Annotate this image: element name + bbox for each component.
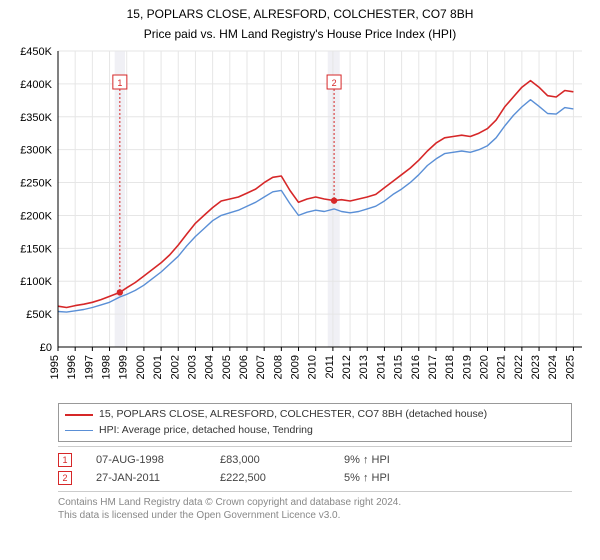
svg-text:2004: 2004 — [204, 355, 216, 379]
svg-text:£300K: £300K — [20, 144, 52, 156]
event-marker: 1 — [58, 453, 72, 467]
event-row: 2 27-JAN-2011 £222,500 5% ↑ HPI — [58, 469, 572, 487]
svg-text:2011: 2011 — [324, 355, 336, 379]
svg-text:1998: 1998 — [101, 355, 113, 379]
legend-item: HPI: Average price, detached house, Tend… — [65, 423, 565, 439]
svg-text:1995: 1995 — [49, 355, 61, 379]
svg-text:2013: 2013 — [358, 355, 370, 379]
page-subtitle: Price paid vs. HM Land Registry's House … — [10, 27, 590, 41]
svg-text:2002: 2002 — [169, 355, 181, 379]
event-price: £222,500 — [220, 472, 320, 484]
svg-text:£0: £0 — [40, 342, 52, 354]
svg-text:£400K: £400K — [20, 79, 52, 91]
svg-text:£50K: £50K — [26, 309, 52, 321]
legend-swatch — [65, 430, 93, 431]
price-chart: £0 £50K £100K £150K £200K £250K £300K £350K £400… — [10, 47, 590, 397]
svg-text:2025: 2025 — [564, 355, 576, 379]
svg-text:2007: 2007 — [255, 355, 267, 379]
event-marker: 2 — [58, 471, 72, 485]
legend-label: 15, POPLARS CLOSE, ALRESFORD, COLCHESTER… — [99, 407, 487, 423]
svg-text:2014: 2014 — [375, 355, 387, 379]
event-date: 07-AUG-1998 — [96, 454, 196, 466]
chart-canvas: £0 £50K £100K £150K £200K £250K £300K £350K £400… — [10, 47, 590, 397]
legend-label: HPI: Average price, detached house, Tend… — [99, 423, 313, 439]
svg-text:2016: 2016 — [410, 355, 422, 379]
svg-text:1996: 1996 — [66, 355, 78, 379]
svg-text:2020: 2020 — [479, 355, 491, 379]
svg-text:2012: 2012 — [341, 355, 353, 379]
svg-text:2006: 2006 — [238, 355, 250, 379]
event-delta: 9% ↑ HPI — [344, 454, 444, 466]
svg-text:2005: 2005 — [221, 355, 233, 379]
svg-text:2019: 2019 — [461, 355, 473, 379]
svg-text:2: 2 — [332, 78, 337, 88]
svg-text:2001: 2001 — [152, 355, 164, 379]
svg-text:£250K: £250K — [20, 177, 52, 189]
footer-attribution: Contains HM Land Registry data © Crown c… — [58, 496, 572, 522]
svg-text:2024: 2024 — [547, 355, 559, 379]
svg-text:2015: 2015 — [393, 355, 405, 379]
svg-text:2018: 2018 — [444, 355, 456, 379]
events-table: 1 07-AUG-1998 £83,000 9% ↑ HPI 2 27-JAN-2011 £… — [58, 446, 572, 492]
svg-text:2010: 2010 — [307, 355, 319, 379]
svg-text:1999: 1999 — [118, 355, 130, 379]
svg-text:£200K: £200K — [20, 210, 52, 222]
svg-text:1997: 1997 — [83, 355, 95, 379]
svg-text:2003: 2003 — [186, 355, 198, 379]
event-date: 27-JAN-2011 — [96, 472, 196, 484]
footer-line-2: This data is licensed under the Open Gov… — [58, 509, 572, 522]
svg-text:2000: 2000 — [135, 355, 147, 379]
legend-item: 15, POPLARS CLOSE, ALRESFORD, COLCHESTER… — [65, 407, 565, 423]
page-title: 15, POPLARS CLOSE, ALRESFORD, COLCHESTER… — [10, 6, 590, 23]
svg-text:1: 1 — [117, 78, 122, 88]
svg-text:2017: 2017 — [427, 355, 439, 379]
event-row: 1 07-AUG-1998 £83,000 9% ↑ HPI — [58, 451, 572, 469]
svg-text:£150K: £150K — [20, 243, 52, 255]
svg-text:£450K: £450K — [20, 47, 52, 58]
svg-text:£100K: £100K — [20, 276, 52, 288]
event-delta: 5% ↑ HPI — [344, 472, 444, 484]
legend-swatch — [65, 414, 93, 416]
legend: 15, POPLARS CLOSE, ALRESFORD, COLCHESTER… — [58, 403, 572, 443]
svg-text:2023: 2023 — [530, 355, 542, 379]
event-price: £83,000 — [220, 454, 320, 466]
svg-text:2022: 2022 — [513, 355, 525, 379]
svg-text:£350K: £350K — [20, 112, 52, 124]
svg-text:2008: 2008 — [272, 355, 284, 379]
svg-text:2021: 2021 — [496, 355, 508, 379]
svg-text:2009: 2009 — [290, 355, 302, 379]
footer-line-1: Contains HM Land Registry data © Crown c… — [58, 496, 572, 509]
